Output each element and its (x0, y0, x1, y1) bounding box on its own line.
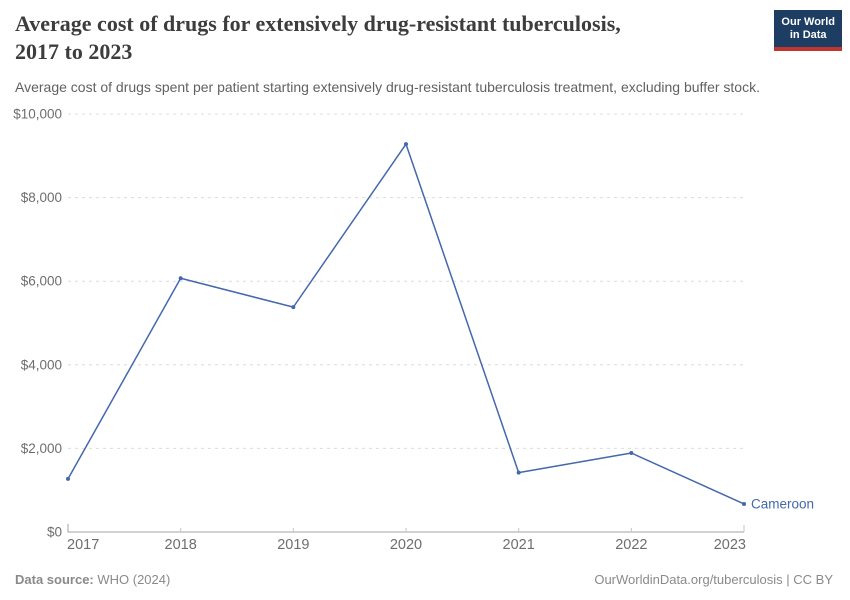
x-axis-tick-label: 2023 (714, 537, 746, 553)
y-axis-tick-label: $8,000 (21, 190, 62, 205)
data-point-2020 (404, 142, 408, 147)
data-source-note: Data source: WHO (2024) (15, 572, 170, 587)
y-axis-tick-label: $2,000 (21, 441, 62, 456)
y-axis-tick-label: $6,000 (21, 274, 62, 289)
logo-text-line2: in Data (789, 29, 827, 41)
attribution-note: OurWorldinData.org/tuberculosis | CC BY (594, 572, 833, 587)
data-source-value: WHO (2024) (93, 572, 171, 587)
y-axis-tick-label: $0 (47, 525, 62, 540)
data-point-2023 (742, 501, 746, 506)
entity-label: Cameroon (751, 496, 814, 511)
y-axis-tick-label: $4,000 (21, 357, 62, 372)
data-point-2019 (291, 305, 296, 310)
chart-subtitle: Average cost of drugs spent per patient … (15, 79, 760, 95)
page-title: Average cost of drugs for extensively dr… (15, 10, 621, 66)
data-point-2018 (178, 276, 183, 281)
x-axis-tick-label: 2020 (390, 537, 422, 553)
logo-text-line1: Our World (781, 16, 835, 28)
x-axis-tick-label: 2018 (165, 537, 197, 553)
title-line-1: Average cost of drugs for extensively dr… (15, 11, 621, 36)
x-axis-tick-label: 2017 (67, 537, 99, 553)
chart-footer: Data source: WHO (2024) OurWorldinData.o… (15, 572, 833, 587)
y-axis-tick-label: $10,000 (13, 107, 62, 122)
data-point-2021 (516, 470, 521, 475)
data-source-label: Data source: (15, 572, 94, 587)
x-axis-tick-label: 2022 (615, 537, 647, 553)
x-axis-tick-label: 2019 (277, 537, 309, 553)
data-point-2022 (629, 450, 634, 455)
owid-logo: Our World in Data (774, 10, 842, 51)
data-point-2017 (66, 476, 70, 481)
x-axis-tick-label: 2021 (503, 537, 535, 553)
title-line-2: 2017 to 2023 (15, 39, 133, 64)
